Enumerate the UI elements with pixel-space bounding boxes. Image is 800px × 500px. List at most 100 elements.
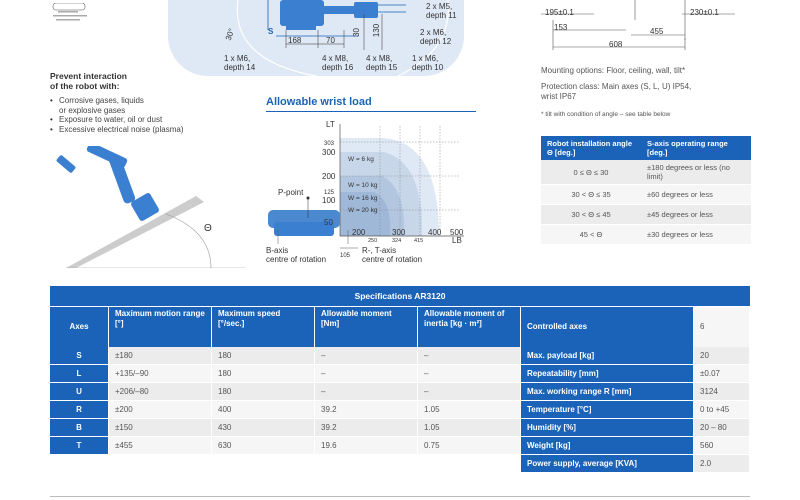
table-cell: 180 <box>211 364 315 383</box>
dim-105: 105 <box>340 253 351 259</box>
rt-axis-label: R-, T-axis centre of rotation <box>362 246 423 264</box>
tilt-footnote: * tilt with condition of angle – see tab… <box>541 111 671 118</box>
wrist-load-chart: LT 303 300 200 125 100 50 W = 6 kg W = 1… <box>264 118 478 268</box>
table-cell: – <box>417 364 521 383</box>
table-cell: ±180 <box>108 347 212 365</box>
wrist-weight: W = 16 kg <box>348 195 378 202</box>
spec-label: Humidity [%] <box>520 418 694 437</box>
wrist-weight: W = 10 kg <box>348 182 378 189</box>
wrist-xtick: 500 <box>450 228 464 237</box>
table-cell: ±150 <box>108 418 212 437</box>
empty-cell <box>314 454 418 473</box>
table-cell: – <box>417 347 521 365</box>
table-row: T ±455 630 19.6 0.75 Weight [kg] 560 <box>50 436 750 455</box>
table-row: S ±180 180 – – Max. payload [kg] 20 <box>50 347 750 365</box>
wrist-weight: W = 6 kg <box>348 156 374 163</box>
table-cell: 1.05 <box>417 400 521 419</box>
spec-value: 20 <box>693 347 750 365</box>
table-cell: 0 ≤ Θ ≤ 30 <box>541 160 641 185</box>
wrist-xsubtick: 415 <box>414 238 424 244</box>
table-row: L +135/–90 180 – – Repeatability [mm] ±0… <box>50 364 750 383</box>
table-cell: 30 < Θ ≤ 35 <box>541 184 641 205</box>
hole-label-m5: 2 x M5, depth 11 <box>426 2 457 20</box>
table-cell: 180 <box>211 382 315 401</box>
wrist-lb-label: LB <box>452 236 462 245</box>
spec-value: 2.0 <box>693 454 750 473</box>
table-header: Allowable moment [Nm] <box>314 307 418 347</box>
list-item: Corrosive gases, liquids <box>50 96 184 106</box>
spec-label: Max. payload [kg] <box>520 347 694 365</box>
dim-230: 230±0.1 <box>690 8 719 17</box>
table-header: Axes <box>50 307 109 347</box>
table-header: S-axis operating range [deg.] <box>641 136 751 160</box>
spec-label: Temperature [°C] <box>520 400 694 419</box>
table-cell: ±455 <box>108 436 212 455</box>
theta-label: Θ <box>204 223 212 234</box>
table-cell: 0.75 <box>417 436 521 455</box>
wrist-xtick: 300 <box>392 228 406 237</box>
table-cell: ±45 degrees or less <box>641 204 751 225</box>
table-header: Robot installation angle Θ [deg.] <box>541 136 641 160</box>
table-cell: 30 < Θ ≤ 45 <box>541 204 641 225</box>
spec-value: ±0.07 <box>693 364 750 383</box>
installation-angle-table: Robot installation angle Θ [deg.] S-axis… <box>541 136 751 245</box>
certification-text <box>52 10 102 26</box>
axis-cell: B <box>50 418 109 437</box>
spec-label: Repeatability [mm] <box>520 364 694 383</box>
list-item: or explosive gases <box>59 105 126 115</box>
table-cell: ±60 degrees or less <box>641 184 751 205</box>
table-header: Controlled axes <box>520 307 694 347</box>
dim-label-168: 168 <box>288 36 302 45</box>
dim-label-70: 70 <box>326 36 335 45</box>
hole-label-m6-14: 1 x M6, depth 14 <box>224 54 256 72</box>
wrist-title-rule <box>266 111 476 112</box>
table-cell: – <box>314 382 418 401</box>
table-header: Maximum speed [°/sec.] <box>211 307 315 347</box>
controlled-axes-value: 6 <box>693 307 750 347</box>
protection-class: Protection class: Main axes (S, L, U) IP… <box>541 82 692 101</box>
spec-value: 560 <box>693 436 750 455</box>
axis-cell: R <box>50 400 109 419</box>
table-cell: 1.05 <box>417 418 521 437</box>
specifications-table: Axes Maximum motion range [°] Maximum sp… <box>50 307 750 473</box>
table-cell: ±180 degrees or less (no limit) <box>641 160 751 185</box>
base-dimension-drawing: 195±0.1 230±0.1 153 455 608 <box>540 0 760 56</box>
table-row: R ±200 400 39.2 1.05 Temperature [°C] 0 … <box>50 400 750 419</box>
wrist-ytick: 100 <box>322 196 336 205</box>
axis-cell: T <box>50 436 109 455</box>
spec-label: Max. working range R [mm] <box>520 382 694 401</box>
axis-cell: L <box>50 364 109 383</box>
hole-label-m8-15: 4 x M8, depth 15 <box>366 54 398 72</box>
wrist-ytick: 50 <box>324 218 333 227</box>
wrist-xsubtick: 250 <box>368 238 378 244</box>
wrist-lt-label: LT <box>326 120 335 129</box>
table-cell: 45 < Θ <box>541 224 641 245</box>
table-cell: 180 <box>211 347 315 365</box>
table-row: U +206/–80 180 – – Max. working range R … <box>50 382 750 401</box>
table-cell: +135/–90 <box>108 364 212 383</box>
table-cell: – <box>314 364 418 383</box>
empty-cell <box>211 454 315 473</box>
empty-cell <box>108 454 212 473</box>
table-row: 45 < Θ ±30 degrees or less <box>541 224 751 245</box>
table-row: 30 < Θ ≤ 45 ±45 degrees or less <box>541 204 751 225</box>
table-cell: 39.2 <box>314 400 418 419</box>
dim-label-s: S <box>268 27 274 36</box>
empty-cell <box>417 454 521 473</box>
wrist-xtick: 200 <box>352 228 366 237</box>
robot-dimension-diagram: S 168 70 30 130 30° 2 x M5, depth 11 2 x … <box>168 0 464 76</box>
wrist-ytick: 303 <box>324 141 335 147</box>
list-item: Exposure to water, oil or dust <box>50 115 184 125</box>
axis-cell: U <box>50 382 109 401</box>
dim-label-30: 30 <box>351 28 361 37</box>
wrist-xtick: 400 <box>428 228 442 237</box>
specifications-title: Specifications AR3120 <box>50 286 750 306</box>
table-cell: 630 <box>211 436 315 455</box>
spec-label: Weight [kg] <box>520 436 694 455</box>
wrist-ytick: 125 <box>324 190 335 196</box>
wrist-load-title: Allowable wrist load <box>266 96 372 108</box>
spec-value: 3124 <box>693 382 750 401</box>
wrist-weight: W = 20 kg <box>348 207 378 214</box>
dim-608: 608 <box>609 40 623 49</box>
wrist-ytick: 200 <box>322 172 336 181</box>
